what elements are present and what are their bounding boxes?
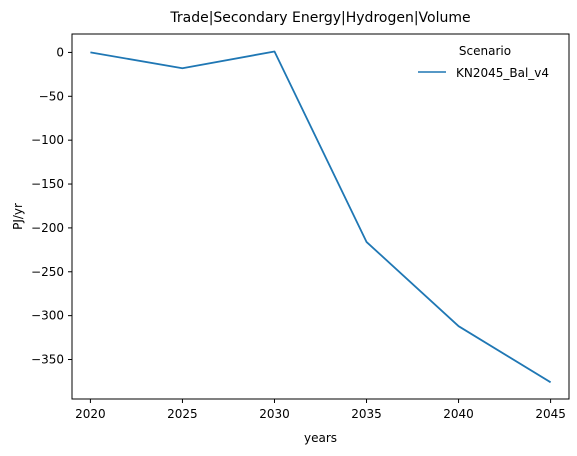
- y-tick-label: −200: [31, 221, 64, 235]
- plot-frame: [71, 33, 570, 400]
- x-tick-label: 2020: [75, 407, 106, 421]
- y-tick-label: 0: [56, 45, 64, 59]
- y-axis-title: PJ/yr: [11, 203, 25, 230]
- x-axis-title: years: [304, 431, 337, 445]
- legend-label: KN2045_Bal_v4: [456, 66, 549, 80]
- series-line: [90, 50, 552, 384]
- y-tick-label: −50: [39, 89, 64, 103]
- y-tick-label: −350: [31, 353, 64, 367]
- y-tick-label: −300: [31, 309, 64, 323]
- series-group: [90, 50, 552, 384]
- x-tick-label: 2035: [351, 407, 382, 421]
- y-tick-label: −100: [31, 133, 64, 147]
- x-axis: 2020 2025 2030 2035 2040 2045: [75, 399, 566, 421]
- y-axis: 0 −50 −100 −150 −200 −250 −300 −350: [31, 45, 72, 367]
- legend-title: Scenario: [459, 44, 511, 58]
- x-tick-label: 2040: [443, 407, 474, 421]
- x-tick-label: 2025: [167, 407, 198, 421]
- legend: Scenario KN2045_Bal_v4: [418, 44, 549, 80]
- x-tick-label: 2030: [259, 407, 290, 421]
- y-tick-label: −150: [31, 177, 64, 191]
- y-tick-label: −250: [31, 265, 64, 279]
- x-tick-label: 2045: [535, 407, 566, 421]
- chart-title: Trade|Secondary Energy|Hydrogen|Volume: [169, 10, 470, 26]
